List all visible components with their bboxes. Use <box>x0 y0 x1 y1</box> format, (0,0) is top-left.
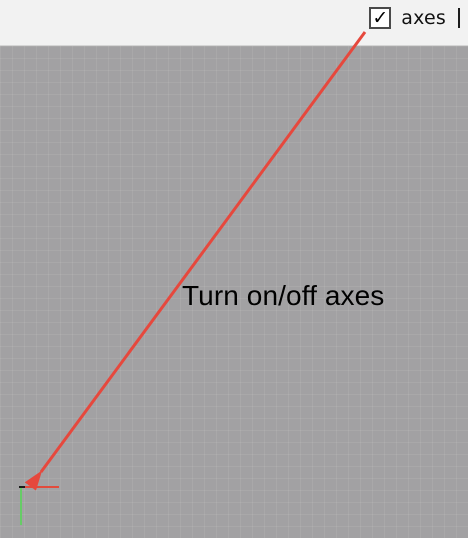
toolbar-divider <box>458 8 460 28</box>
axes-label: axes <box>401 6 446 29</box>
annotation-caption: Turn on/off axes <box>182 280 385 311</box>
checkmark-icon: ✓ <box>372 6 389 29</box>
axes-toggle[interactable]: ✓ axes <box>369 5 460 31</box>
viewport-toolbar: ✓ axes <box>0 0 468 46</box>
axes-checkbox[interactable]: ✓ <box>369 6 392 29</box>
